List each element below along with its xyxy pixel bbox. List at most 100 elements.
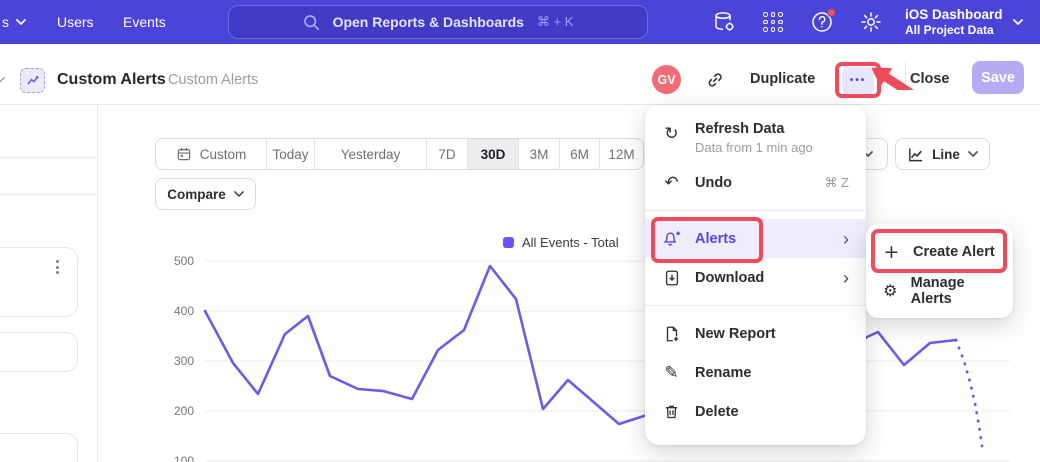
help-icon[interactable]: [810, 8, 836, 34]
sidebar-card[interactable]: [0, 332, 78, 372]
chevron-down-icon: [967, 151, 978, 157]
range-6m[interactable]: 6M: [559, 139, 599, 169]
menu-item-label: New Report: [695, 325, 776, 342]
sidebar-row[interactable]: [0, 158, 97, 195]
search-icon: [303, 14, 319, 30]
project-selector[interactable]: iOS Dashboard All Project Data: [905, 6, 1023, 38]
range-yesterday[interactable]: Yesterday: [314, 139, 426, 169]
menu-item-label: Rename: [695, 364, 752, 381]
submenu-item-label: Manage Alerts: [910, 274, 965, 307]
range-label: 30D: [480, 146, 506, 162]
nav-item-events[interactable]: Events: [123, 14, 166, 30]
project-scope: All Project Data: [905, 23, 994, 37]
refresh-icon: ↻: [664, 124, 679, 144]
range-today[interactable]: Today: [266, 139, 314, 169]
range-label: 6M: [570, 146, 589, 162]
trash-icon: [662, 403, 681, 420]
line-chart-icon: [909, 147, 923, 161]
range-label: Custom: [199, 146, 247, 162]
range-custom[interactable]: Custom: [156, 139, 266, 169]
submenu-item-manage-alerts[interactable]: ⚙ Manage Alerts: [866, 271, 1013, 310]
compare-label: Compare: [167, 186, 226, 202]
range-3m[interactable]: 3M: [518, 139, 559, 169]
notification-dot: [827, 8, 836, 17]
new-report-icon: [662, 325, 681, 343]
copy-link-button[interactable]: [705, 70, 725, 90]
svg-text:500: 500: [174, 254, 194, 268]
sidebar-card[interactable]: [0, 247, 78, 317]
menu-item-label: Delete: [695, 403, 739, 420]
range-label: Yesterday: [340, 146, 401, 162]
page-title: Custom Alerts: [57, 71, 166, 88]
submenu-arrow-icon: ›: [843, 228, 849, 249]
save-button[interactable]: Save: [972, 61, 1024, 94]
range-label: 3M: [529, 146, 549, 162]
range-label: 12M: [608, 146, 635, 162]
range-label: 7D: [438, 146, 456, 162]
calendar-icon: [177, 148, 190, 161]
menu-item-new-report[interactable]: New Report: [645, 314, 866, 353]
duplicate-button[interactable]: Duplicate: [750, 71, 816, 87]
project-name: iOS Dashboard: [905, 7, 1003, 22]
svg-text:100: 100: [174, 454, 194, 462]
left-sidebar: [0, 105, 98, 462]
breadcrumb: Custom Alerts: [168, 72, 259, 88]
range-30d-selected[interactable]: 30D: [467, 139, 518, 169]
download-icon: [662, 269, 681, 287]
menu-item-shortcut: ⌘ Z: [824, 174, 849, 190]
link-icon: [708, 73, 722, 87]
data-management-icon[interactable]: [712, 10, 736, 34]
nav-item-label: s: [2, 14, 9, 30]
legend-label: All Events - Total: [522, 235, 619, 250]
chevron-down-icon: [233, 191, 244, 197]
chart-type-label: Line: [932, 146, 960, 162]
nav-item-label: Users: [57, 14, 94, 30]
menu-item-label: Refresh Data: [695, 121, 785, 137]
top-nav: s Users Events Open Reports & Dashboards…: [0, 0, 1040, 44]
menu-item-rename[interactable]: ✎ Rename: [645, 353, 866, 392]
chart-legend: All Events - Total: [503, 235, 619, 250]
nav-icon-group: [712, 0, 883, 44]
menu-item-download[interactable]: Download ›: [645, 258, 866, 297]
close-button[interactable]: Close: [910, 71, 950, 87]
menu-item-sublabel: Data from 1 min ago: [695, 140, 813, 155]
report-header: Custom Alerts Custom Alerts GV Duplicate…: [0, 44, 1040, 105]
header-divider: [905, 62, 906, 92]
menu-item-undo[interactable]: ↶ Undo ⌘ Z: [645, 163, 866, 202]
sidebar-row[interactable]: [0, 105, 97, 158]
search-placeholder: Open Reports & Dashboards: [332, 14, 524, 30]
range-12m[interactable]: 12M: [599, 139, 643, 169]
menu-divider: [645, 210, 866, 211]
compare-button[interactable]: Compare: [155, 178, 256, 210]
avatar[interactable]: GV: [652, 65, 681, 94]
apps-grid-icon[interactable]: [761, 10, 785, 34]
more-options-button[interactable]: •••: [842, 67, 874, 94]
menu-item-delete[interactable]: Delete: [645, 392, 866, 431]
submenu-item-create-alert[interactable]: + Create Alert: [866, 232, 1013, 271]
menu-item-label: Undo: [695, 174, 733, 191]
svg-text:400: 400: [174, 304, 194, 318]
nav-item-users[interactable]: Users: [57, 14, 94, 30]
gear-icon: ⚙: [883, 281, 898, 300]
report-type-icon: [20, 68, 45, 93]
search-shortcut: ⌘ + K: [536, 14, 574, 29]
kebab-menu-icon[interactable]: [56, 260, 59, 274]
alert-bell-icon: [662, 229, 681, 248]
menu-item-refresh-data[interactable]: ↻ Refresh Data Data from 1 min ago: [645, 115, 866, 163]
context-menu: ↻ Refresh Data Data from 1 min ago ↶ Und…: [645, 105, 866, 445]
submenu-item-label: Create Alert: [913, 243, 995, 260]
menu-item-alerts[interactable]: Alerts ›: [645, 219, 866, 258]
submenu-arrow-icon: ›: [843, 267, 849, 288]
chart-type-button[interactable]: Line: [895, 138, 990, 170]
chevron-down-icon: [1012, 19, 1023, 25]
global-search-input[interactable]: Open Reports & Dashboards ⌘ + K: [228, 5, 648, 39]
settings-gear-icon[interactable]: [859, 10, 883, 34]
chevron-down-icon: [16, 19, 26, 25]
menu-divider: [645, 305, 866, 306]
nav-item-label: Events: [123, 14, 166, 30]
range-7d[interactable]: 7D: [426, 139, 467, 169]
nav-item-boards-truncated[interactable]: s: [2, 14, 26, 30]
alerts-submenu: + Create Alert ⚙ Manage Alerts: [866, 224, 1013, 318]
sidebar-card[interactable]: [0, 433, 78, 462]
